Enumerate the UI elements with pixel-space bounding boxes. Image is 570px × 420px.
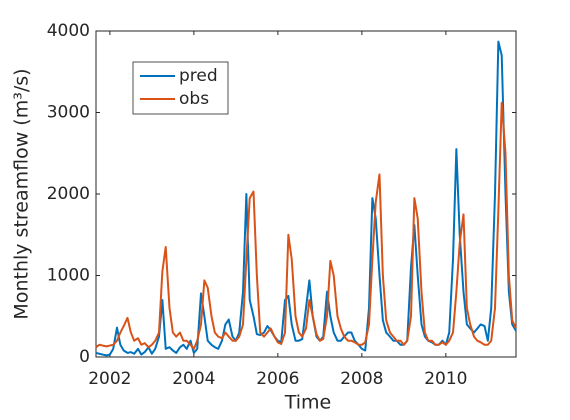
- legend-box: [132, 61, 229, 115]
- y-tick-label: 2000: [47, 184, 90, 204]
- y-axis-label: Monthly streamflow (m³/s): [11, 68, 33, 319]
- x-axis-label: Time: [284, 392, 332, 414]
- legend-label: obs: [179, 89, 209, 109]
- x-tick-label: 2006: [256, 369, 299, 389]
- y-tick-label: 1000: [47, 266, 90, 286]
- legend-label: pred: [179, 66, 218, 86]
- x-tick-label: 2004: [172, 369, 215, 389]
- x-tick-label: 2010: [424, 369, 467, 389]
- x-tick-label: 2008: [340, 369, 383, 389]
- y-tick-label: 4000: [47, 21, 90, 41]
- x-tick-label: 2002: [88, 369, 131, 389]
- series-line: [95, 101, 517, 350]
- legend: pred obs: [132, 61, 229, 115]
- y-tick-label: 0: [79, 347, 90, 367]
- y-tick-label: 3000: [47, 103, 90, 123]
